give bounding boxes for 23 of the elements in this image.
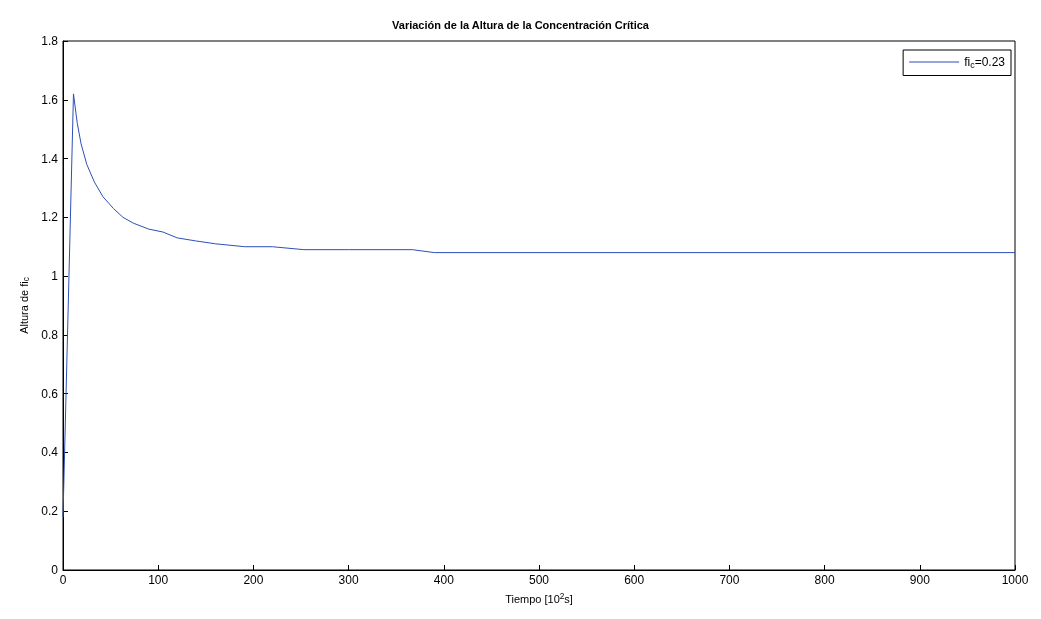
line-series (62, 93, 1016, 518)
x-tick-label: 600 (624, 573, 645, 587)
y-tick-label: 0.4 (41, 445, 59, 460)
x-tick-label: 700 (719, 573, 740, 587)
x-tick-label: 500 (528, 573, 550, 587)
y-tick-label: 0.2 (41, 504, 59, 519)
y-tick-label: 0.8 (41, 327, 59, 342)
y-tick-label: 1.8 (41, 34, 59, 48)
x-tick-label: 900 (909, 573, 931, 587)
y-tick-label: 0.6 (41, 386, 59, 401)
y-axis-title: Altura de fic (17, 277, 31, 334)
x-tick-label: 1000 (1001, 573, 1029, 587)
y-tick-label: 1.4 (41, 151, 59, 166)
x-tick-label: 800 (814, 573, 835, 587)
x-tick-label: 400 (433, 573, 455, 587)
x-tick-label: 100 (148, 573, 169, 587)
y-tick-label: 1 (51, 269, 59, 284)
chart-title: Variación de la Altura de la Concentración Crítica (392, 18, 650, 31)
x-tick-label: 200 (243, 573, 264, 587)
y-tick-label: 1.6 (41, 92, 59, 107)
x-tick-label: 300 (338, 573, 359, 587)
y-tick-label: 1.2 (41, 210, 59, 225)
y-tick-label: 0 (51, 563, 59, 577)
